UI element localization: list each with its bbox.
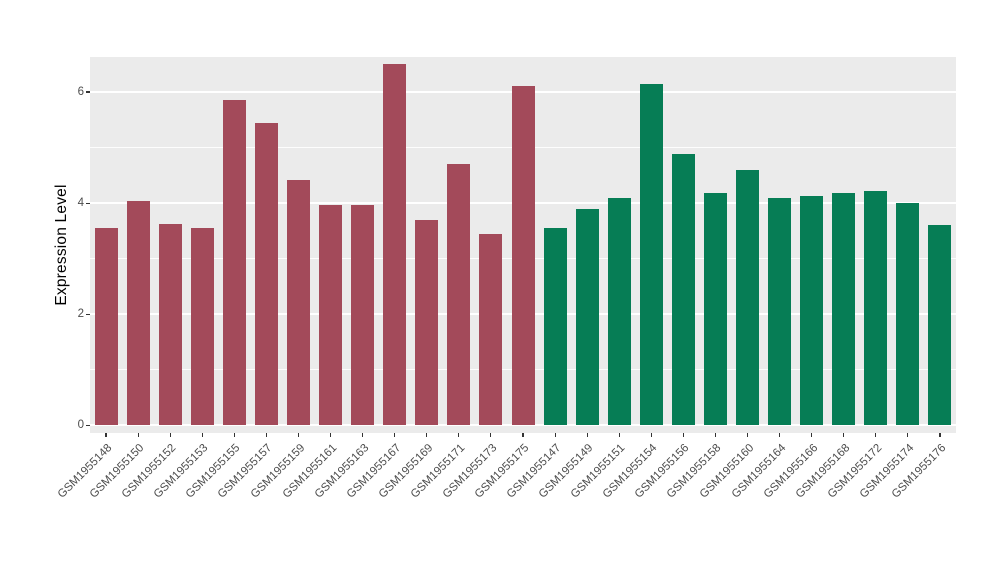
x-tick-mark <box>169 433 171 437</box>
bar <box>158 224 182 426</box>
x-tick-mark <box>811 433 813 437</box>
y-tick-label: 0 <box>77 419 84 432</box>
x-tick-mark <box>297 433 300 437</box>
bar <box>94 228 118 426</box>
x-tick-mark <box>490 433 492 437</box>
x-tick-mark <box>522 433 524 437</box>
bar <box>351 205 375 426</box>
bar <box>703 193 727 426</box>
bar <box>126 201 150 426</box>
bar <box>447 164 471 426</box>
x-tick-mark <box>330 433 332 437</box>
y-axis: 0 2 4 6 <box>0 0 84 580</box>
x-tick-mark <box>618 433 620 437</box>
y-tick-mark <box>86 313 90 315</box>
bar <box>286 179 310 426</box>
x-tick-mark <box>137 433 139 437</box>
x-tick-mark <box>907 433 909 437</box>
x-tick-mark <box>714 433 716 437</box>
x-tick-mark <box>265 433 267 437</box>
plot-panel <box>90 57 956 433</box>
bar <box>511 86 535 426</box>
x-tick-mark <box>458 433 460 437</box>
bar <box>254 122 278 426</box>
x-tick-mark <box>233 433 235 437</box>
bar <box>671 154 695 426</box>
y-tick-label: 4 <box>77 197 84 210</box>
bar <box>319 205 343 426</box>
bar <box>383 64 407 426</box>
x-tick-mark <box>779 433 781 437</box>
y-tick-mark <box>86 91 90 93</box>
x-axis: GSM1955148 GSM1955150 GSM1955152 GSM1955153… <box>56 433 956 573</box>
bar <box>543 228 567 426</box>
bar <box>575 208 599 426</box>
bar <box>190 228 214 426</box>
x-tick-mark <box>394 433 396 437</box>
x-tick-mark <box>939 433 941 437</box>
x-tick-mark <box>362 433 364 437</box>
bar <box>736 169 760 426</box>
x-tick-mark <box>746 433 749 437</box>
bar <box>222 100 246 426</box>
bar <box>415 219 439 426</box>
bar <box>607 197 631 426</box>
x-tick-mark <box>682 433 684 437</box>
x-tick-mark <box>426 433 428 437</box>
x-tick-mark <box>105 433 107 437</box>
bar <box>864 190 888 426</box>
bar <box>639 83 663 426</box>
x-tick-mark <box>201 433 203 437</box>
y-tick-label: 6 <box>77 85 84 98</box>
x-tick-mark <box>875 433 877 437</box>
y-tick-label: 2 <box>77 308 84 321</box>
bar <box>800 196 824 426</box>
bar <box>832 193 856 426</box>
bar <box>479 233 503 426</box>
gridline-major <box>90 424 956 427</box>
y-tick-mark <box>86 202 90 204</box>
y-tick-mark <box>86 424 90 426</box>
x-tick-mark <box>586 433 588 437</box>
bar <box>928 225 952 426</box>
x-tick-mark <box>650 433 652 437</box>
x-tick-mark <box>843 433 845 437</box>
x-tick-mark <box>554 433 556 437</box>
bar <box>768 197 792 426</box>
bar <box>896 203 920 426</box>
